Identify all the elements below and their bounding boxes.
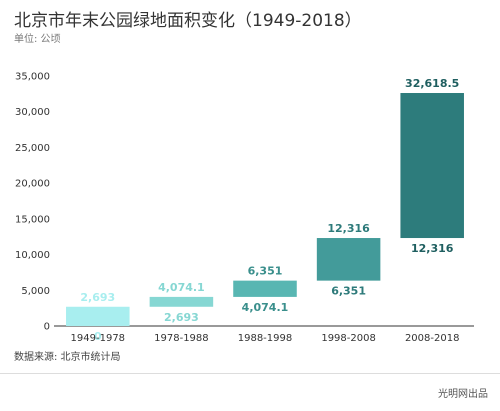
y-tick-label: 30,000 — [15, 107, 50, 118]
bar — [233, 280, 297, 297]
data-label-end: 32,618.5 — [405, 77, 459, 90]
bar — [400, 93, 464, 239]
data-label-start: 0 — [94, 330, 102, 343]
data-label-end: 12,316 — [327, 222, 370, 235]
footer-divider — [0, 373, 500, 374]
data-label-end: 4,074.1 — [158, 281, 205, 294]
x-tick-label: 2008-2018 — [405, 333, 460, 344]
bar — [149, 296, 214, 307]
y-tick-label: 5,000 — [21, 286, 50, 297]
y-tick-label: 25,000 — [15, 143, 50, 154]
data-label-start: 4,074.1 — [242, 301, 289, 314]
y-tick-label: 15,000 — [15, 214, 50, 225]
data-label-start: 6,351 — [331, 285, 366, 298]
unit-label: 单位: 公顷 — [14, 34, 61, 45]
publisher-credit: 光明网出品 — [438, 389, 488, 400]
y-tick-label: 35,000 — [15, 72, 50, 83]
bar — [316, 238, 381, 281]
data-label-start: 12,316 — [411, 242, 454, 255]
x-tick-label: 1998-2008 — [321, 333, 376, 344]
data-label-end: 2,693 — [80, 291, 115, 304]
data-label-end: 6,351 — [248, 265, 283, 278]
data-source: 数据来源: 北京市统计局 — [14, 352, 121, 363]
data-label-start: 2,693 — [164, 311, 199, 324]
y-tick-label: 10,000 — [15, 250, 50, 261]
chart-title: 北京市年末公园绿地面积变化（1949-2018） — [14, 11, 362, 31]
chart-plot: 0 5,000 10,000 15,000 20,000 25,000 30,000 35,0… — [15, 72, 474, 344]
x-tick-label: 1988-1998 — [238, 333, 293, 344]
x-tick-label: 1949-1978 — [71, 333, 126, 344]
y-tick-label: 20,000 — [15, 179, 50, 190]
x-tick-label: 1978-1988 — [154, 333, 209, 344]
y-tick-label: 0 — [44, 322, 50, 333]
bar — [66, 306, 130, 326]
